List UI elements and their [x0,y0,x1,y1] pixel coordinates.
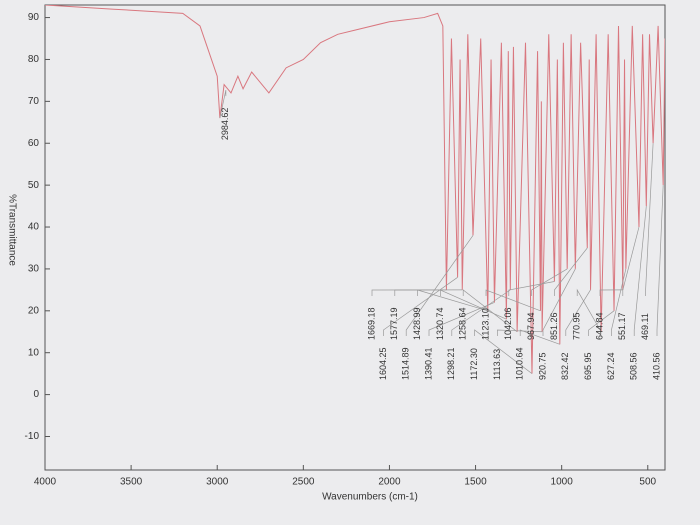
y-tick-label: 60 [28,138,40,149]
peak-label: 1113.63 [492,349,502,380]
peak-leader [542,268,576,336]
spectrum-line [45,5,665,374]
y-tick-label: 10 [28,347,40,358]
peak-label: 627.24 [606,352,616,380]
peak-label: 1042.06 [503,307,513,340]
peak-leader [576,288,602,332]
y-axis-label: %Transmittance [6,194,17,266]
peak-leader [508,281,555,296]
y-tick-label: 50 [28,180,40,191]
peak-label: 1123.10 [480,308,490,340]
peak-leader [451,289,511,336]
peak-leader [554,247,588,296]
peak-leader [417,289,488,312]
peak-label: 1577.19 [389,307,399,340]
x-tick-label: 3000 [206,477,229,488]
peak-leader [622,226,640,296]
y-tick-label: -10 [25,431,40,442]
y-tick-label: 80 [28,54,40,65]
peak-leader [531,268,568,296]
peak-label: 1390.41 [423,347,433,380]
peak-label: 1604.25 [378,347,388,380]
y-tick-label: 30 [28,264,40,275]
peak-label: 1298.21 [446,347,456,380]
peak-label: 1428.99 [412,307,422,340]
peak-leader [611,268,627,336]
peak-label: 1669.18 [366,307,376,340]
peak-label: 832.42 [560,352,570,380]
peak-leader [462,289,518,333]
peak-label: 1010.64 [515,347,525,380]
peak-label: 469.11 [640,313,650,340]
y-tick-label: 90 [28,12,40,23]
peak-label: 967.94 [526,312,536,340]
peak-leader [440,289,507,320]
peak-leader [474,329,533,374]
y-tick-label: 40 [28,222,40,233]
peak-leader [565,289,591,336]
peak-leader [485,289,541,312]
peak-label: 508.56 [629,352,639,380]
peak-leader [497,329,543,336]
peak-label: 770.95 [572,312,582,340]
peak-label: 851.26 [549,312,559,340]
peak-leader [645,143,654,296]
peak-label: 1258.64 [458,307,468,340]
peak-leader [588,310,615,336]
peak-label: 920.75 [537,352,547,380]
x-tick-label: 3500 [120,477,143,488]
peak-label: 1320.74 [435,307,445,340]
peak-label: 2984.62 [220,108,230,141]
peak-leader [405,235,474,336]
x-tick-label: 4000 [34,477,57,488]
x-tick-label: 2500 [292,477,315,488]
peak-label: 551.17 [617,312,627,340]
peak-leader [519,329,560,345]
y-tick-label: 20 [28,305,40,316]
x-tick-label: 2000 [378,477,401,488]
peak-leader [219,90,227,119]
peak-leader [633,206,647,336]
peak-leader [656,185,664,336]
y-tick-label: 70 [28,96,40,107]
x-tick-label: 1500 [464,477,487,488]
x-tick-label: 1000 [551,477,574,488]
peak-label: 644.84 [594,312,604,340]
peak-label: 410.56 [651,352,661,380]
peak-leader [428,302,495,336]
peak-leader [394,289,463,296]
peak-label: 695.95 [583,352,593,380]
plot-frame [44,4,666,471]
x-tick-label: 500 [639,477,656,488]
peak-label: 1514.89 [401,347,411,380]
peak-leader [599,289,623,296]
y-tick-label: 0 [33,389,39,400]
x-axis-label: Wavenumbers (cm-1) [322,492,418,503]
peak-label: 1172.30 [469,348,479,380]
